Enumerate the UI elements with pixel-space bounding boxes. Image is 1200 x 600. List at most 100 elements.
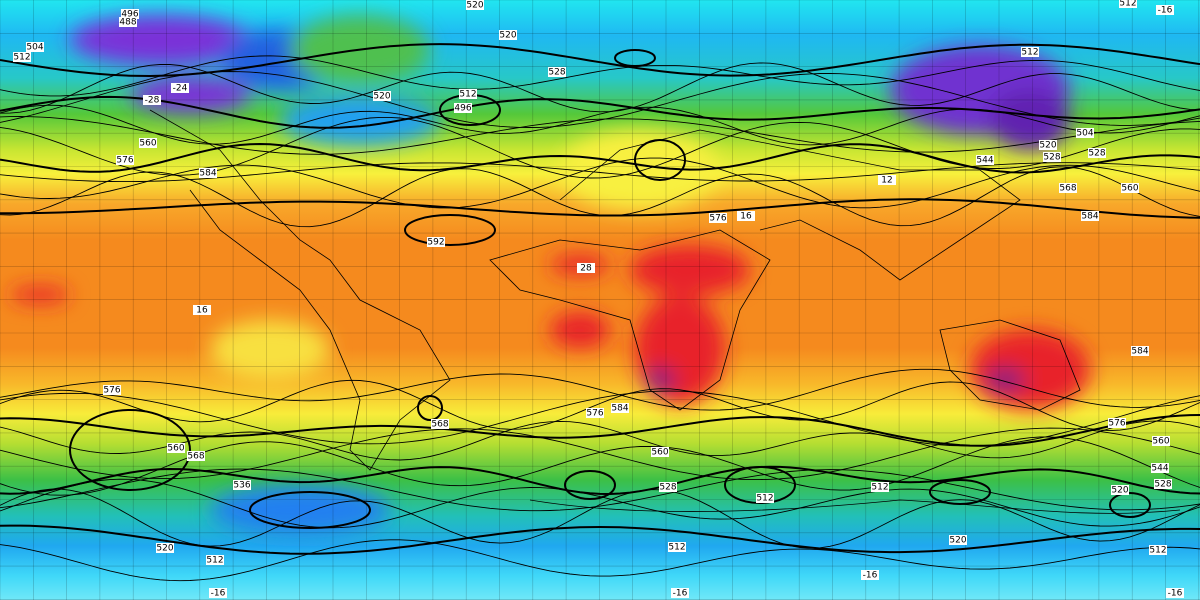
contour-line <box>0 162 1200 183</box>
contour-line <box>0 468 1200 512</box>
label-box <box>1152 436 1170 446</box>
contour-line <box>0 104 1200 146</box>
label-box <box>116 155 134 165</box>
closed-contour <box>564 470 616 500</box>
contour-label: 528 <box>659 483 676 493</box>
label-box <box>143 95 161 105</box>
label-box <box>13 52 31 62</box>
contour-label: 512 <box>871 483 888 493</box>
contour-label: 16 <box>740 212 752 222</box>
closed-contour <box>249 491 371 529</box>
contour-label: 512 <box>206 556 223 566</box>
contour-label: 560 <box>651 448 668 458</box>
contour-label: 512 <box>1119 0 1136 9</box>
contour-label: 584 <box>199 169 216 179</box>
contour-label: -16 <box>1168 589 1183 599</box>
contour-label: 560 <box>1121 184 1138 194</box>
label-box <box>466 0 484 10</box>
contour-label: 584 <box>1131 347 1148 357</box>
label-box <box>171 83 189 93</box>
label-box <box>103 385 121 395</box>
label-box <box>233 480 251 490</box>
contour-label: 592 <box>427 238 444 248</box>
contour-line <box>0 71 1200 128</box>
contour-label: 520 <box>466 1 483 11</box>
label-box <box>659 482 677 492</box>
label-box <box>1021 47 1039 57</box>
contour-label: 576 <box>116 156 133 166</box>
closed-contour <box>404 214 496 246</box>
contour-line <box>0 198 1200 219</box>
contour-label: 568 <box>187 452 204 462</box>
contour-label: 28 <box>580 264 592 274</box>
contour-label: 544 <box>1151 464 1168 474</box>
contour-label: 496 <box>121 10 138 20</box>
closed-contour <box>634 139 686 181</box>
label-box <box>1149 545 1167 555</box>
contour-label: 536 <box>233 481 250 491</box>
label-box <box>499 30 517 40</box>
label-box <box>1166 588 1184 598</box>
label-box <box>1081 211 1099 221</box>
label-box <box>431 419 449 429</box>
label-box <box>1131 346 1149 356</box>
contour-label: 520 <box>156 544 173 554</box>
contour-line <box>0 539 1200 582</box>
label-box <box>1151 463 1169 473</box>
contour-line <box>0 62 1200 114</box>
contour-label: 560 <box>167 444 184 454</box>
label-box <box>878 175 896 185</box>
contour-label: 560 <box>1152 437 1169 447</box>
closed-contour <box>614 49 656 67</box>
contour-line <box>0 465 1200 496</box>
closed-contour <box>417 395 443 421</box>
label-box <box>671 588 689 598</box>
label-box <box>737 211 755 221</box>
label-box <box>756 493 774 503</box>
label-box <box>1154 479 1172 489</box>
label-box <box>1076 128 1094 138</box>
contour-label: 520 <box>1111 486 1128 496</box>
contour-label: 528 <box>1043 153 1060 163</box>
contour-label: 576 <box>1108 419 1125 429</box>
label-box <box>206 555 224 565</box>
contour-line <box>0 524 1200 555</box>
contour-label: -16 <box>673 589 688 599</box>
label-box <box>611 403 629 413</box>
contour-label: 528 <box>1088 149 1105 159</box>
contour-label: -16 <box>1158 6 1173 16</box>
contour-label: 512 <box>13 53 30 63</box>
contour-label: 568 <box>1059 184 1076 194</box>
label-box <box>1059 183 1077 193</box>
label-box <box>26 42 44 52</box>
contour-label: 504 <box>1076 129 1093 139</box>
contour-label: 512 <box>756 494 773 504</box>
label-box <box>668 542 686 552</box>
contour-label: 520 <box>499 31 516 41</box>
contour-line <box>0 414 1200 447</box>
contour-label: 520 <box>1039 141 1056 151</box>
label-box <box>1039 140 1057 150</box>
contour-label: 504 <box>26 43 43 53</box>
label-box <box>949 535 967 545</box>
contour-label: 528 <box>1154 480 1171 490</box>
contour-label: 512 <box>1021 48 1038 58</box>
label-box <box>454 103 472 113</box>
contour-line <box>0 55 1200 97</box>
label-box <box>427 237 445 247</box>
label-box <box>1111 485 1129 495</box>
label-box <box>1043 152 1061 162</box>
contour-line <box>0 142 1200 174</box>
closed-contour <box>69 409 191 491</box>
label-box <box>1121 183 1139 193</box>
contour-label: 584 <box>1081 212 1098 222</box>
label-box <box>709 213 727 223</box>
label-box <box>167 443 185 453</box>
label-box <box>1108 418 1126 428</box>
contour-label: -16 <box>863 571 878 581</box>
label-box <box>976 155 994 165</box>
contour-label: -24 <box>173 84 188 94</box>
label-box <box>1119 0 1137 8</box>
